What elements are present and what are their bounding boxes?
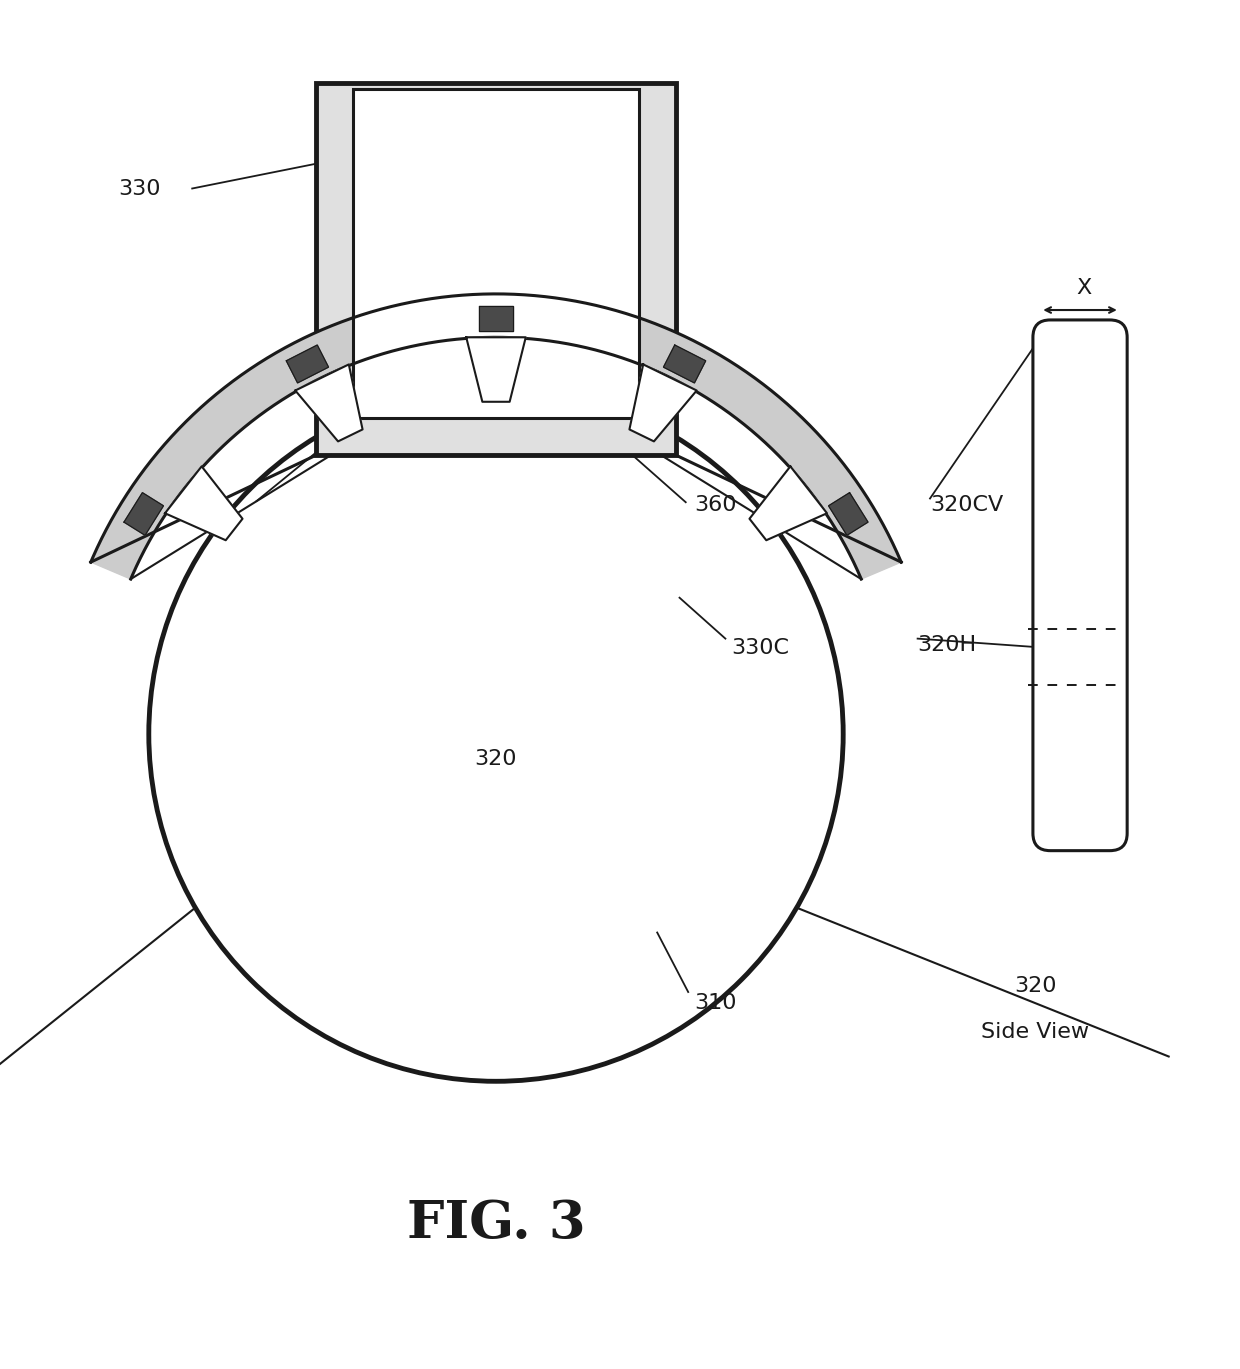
Polygon shape <box>295 364 362 441</box>
Text: Side View: Side View <box>981 1021 1090 1042</box>
Polygon shape <box>479 307 513 331</box>
Text: 310: 310 <box>694 994 737 1013</box>
Bar <box>316 84 676 455</box>
Circle shape <box>149 387 843 1082</box>
Text: 360: 360 <box>694 496 737 515</box>
Polygon shape <box>663 345 706 383</box>
Polygon shape <box>749 467 827 541</box>
Text: 320H: 320H <box>918 635 977 654</box>
Polygon shape <box>124 493 164 535</box>
Polygon shape <box>466 337 526 401</box>
Text: 320: 320 <box>475 749 517 769</box>
Text: 320: 320 <box>1014 976 1056 997</box>
Text: 320CV: 320CV <box>930 496 1003 515</box>
Bar <box>353 89 639 418</box>
Text: 330C: 330C <box>732 638 790 657</box>
FancyBboxPatch shape <box>1033 320 1127 850</box>
Text: FIG. 3: FIG. 3 <box>407 1198 585 1250</box>
Polygon shape <box>91 294 901 579</box>
Polygon shape <box>286 345 329 383</box>
Text: 350: 350 <box>184 496 226 515</box>
Text: X: X <box>1076 278 1091 297</box>
Polygon shape <box>828 493 868 535</box>
Polygon shape <box>630 364 697 441</box>
Text: 340: 340 <box>475 259 517 279</box>
Polygon shape <box>165 467 243 541</box>
Text: 330: 330 <box>118 179 160 199</box>
